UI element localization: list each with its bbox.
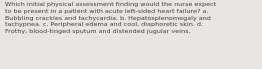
Text: Which initial physical assessment finding would the nurse expect
to be present i: Which initial physical assessment findin… <box>5 2 216 34</box>
